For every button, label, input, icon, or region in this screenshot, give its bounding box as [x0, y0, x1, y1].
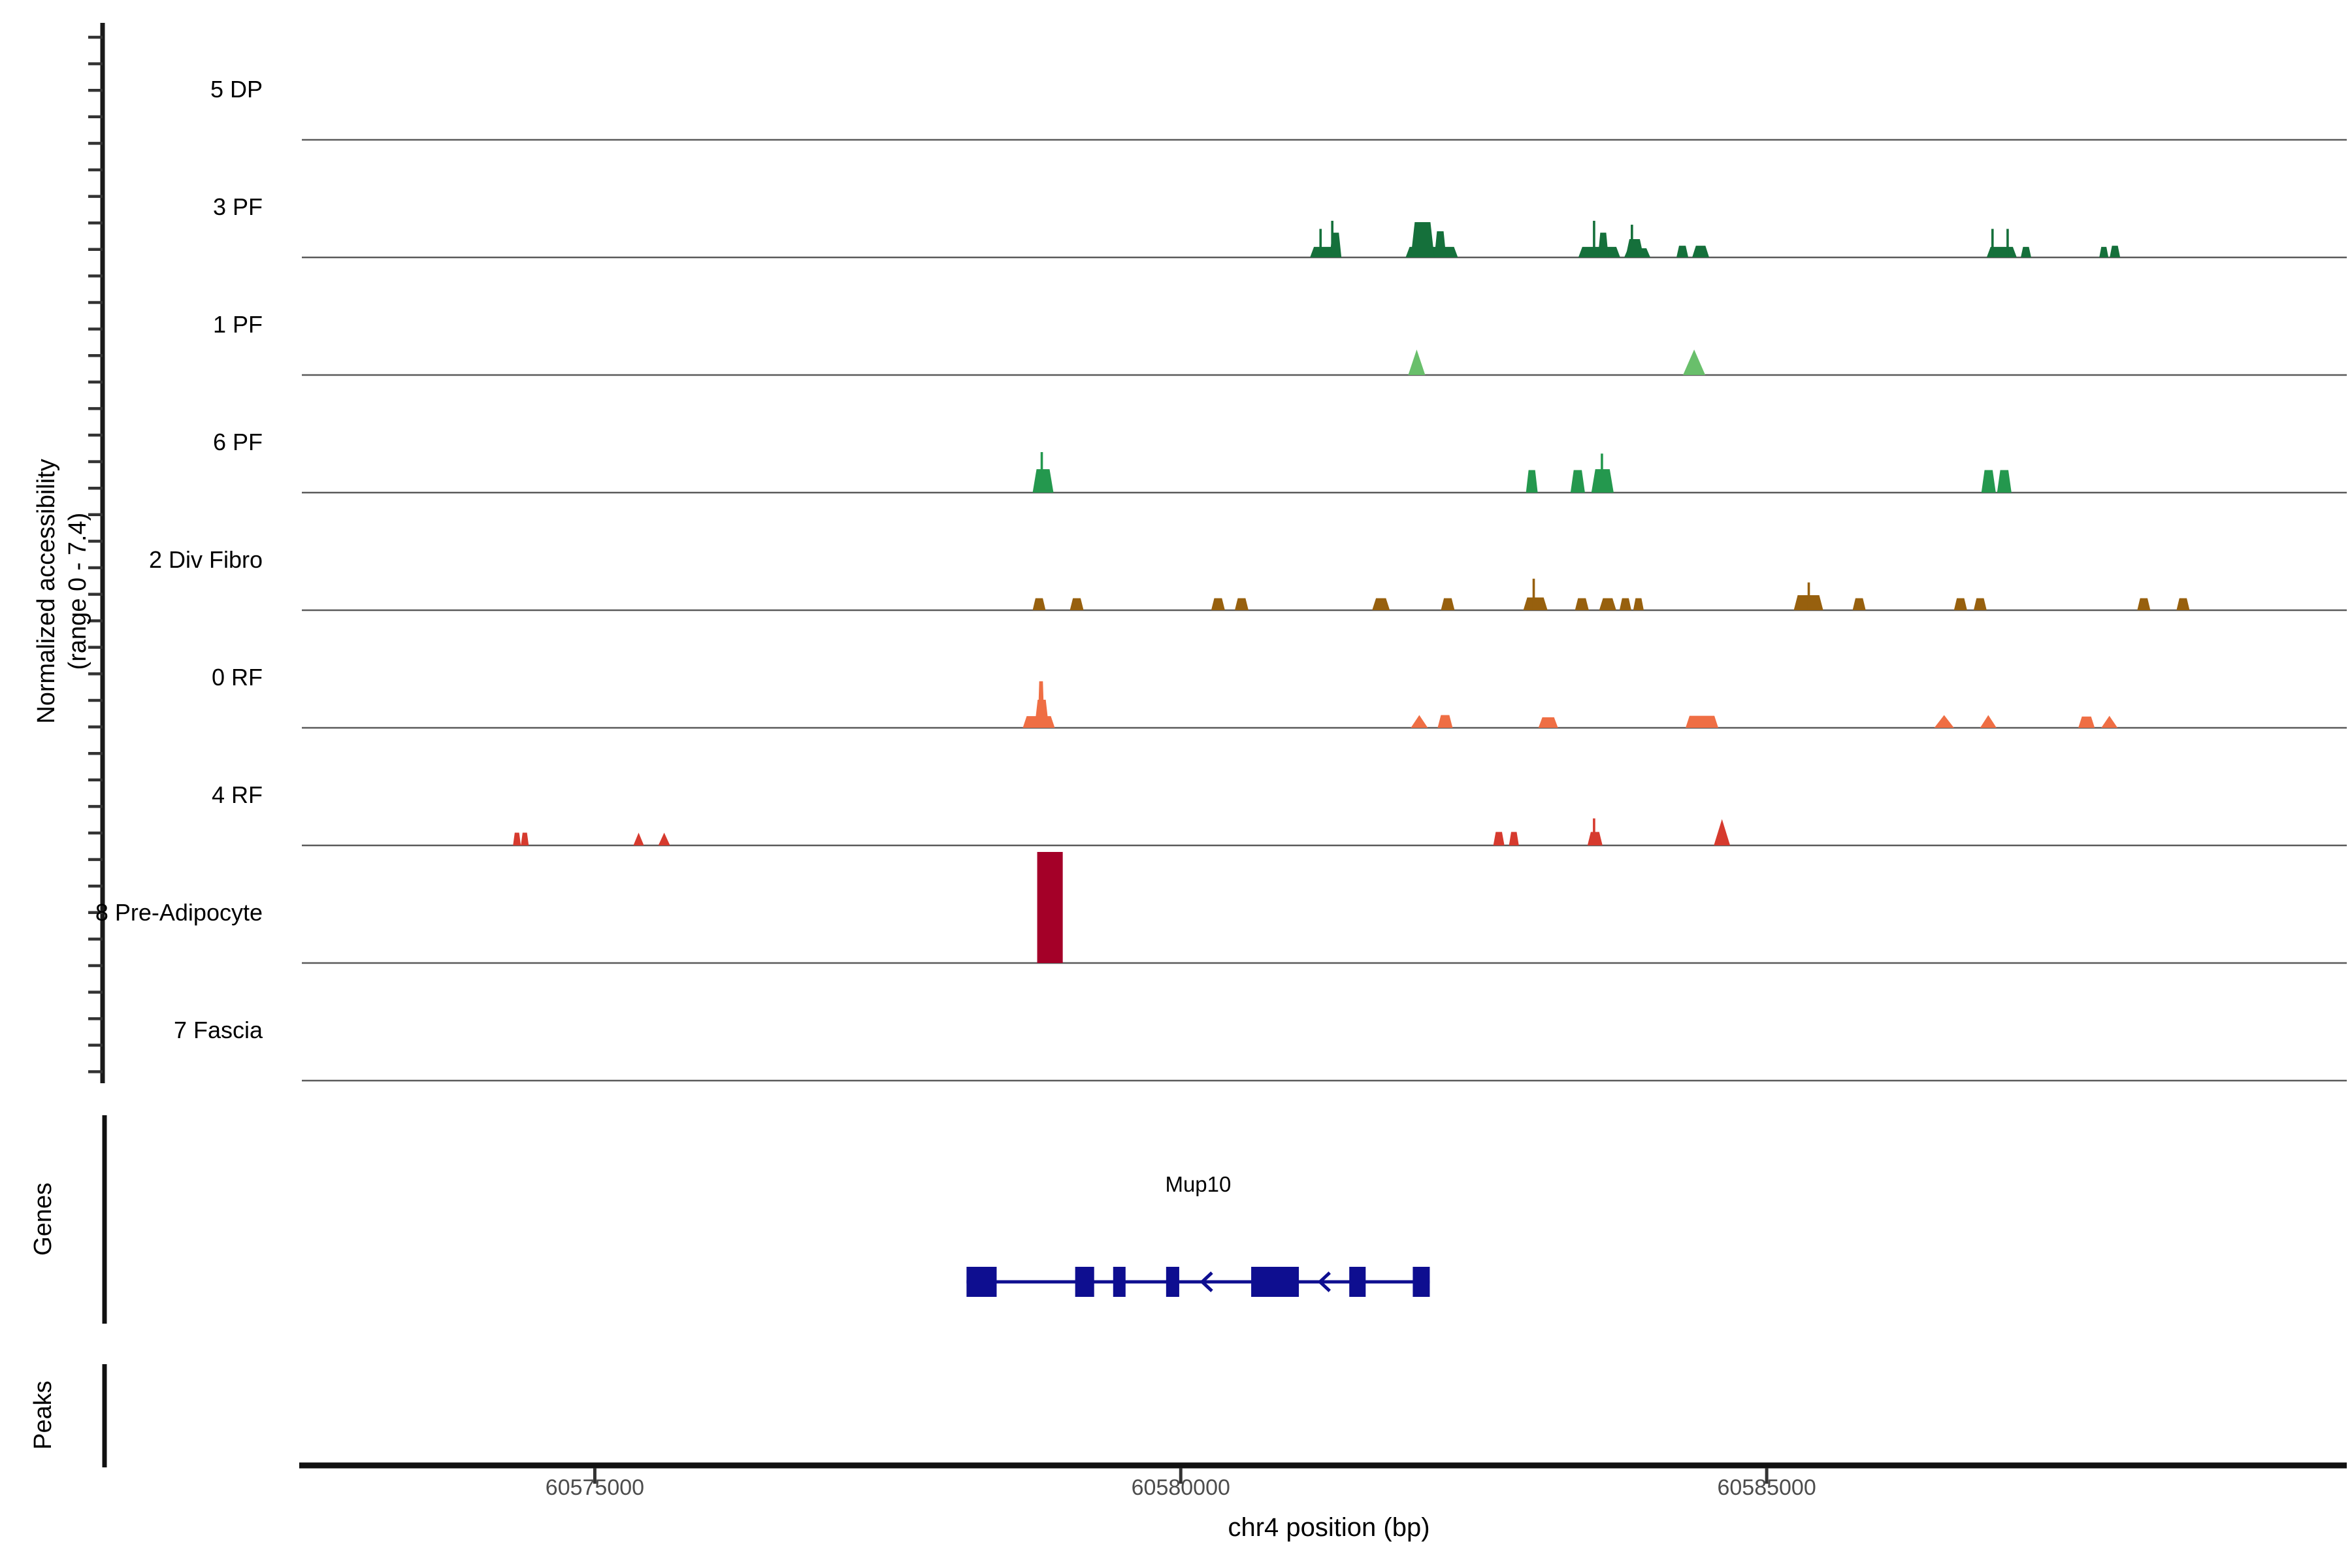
track-label-5dp: 5 DP: [210, 76, 263, 103]
y-axis-label-line2: (range 0 - 7.4): [64, 512, 91, 670]
track-label-8preadipocyte: 8 Pre-Adipocyte: [95, 899, 263, 926]
y-axis-label-line1: Normalized accessibility: [33, 459, 60, 724]
x-tick-label-60575000: 60575000: [545, 1475, 645, 1500]
track-label-1pf: 1 PF: [212, 311, 263, 338]
genes-section-label: Genes: [29, 1183, 57, 1256]
y-axis-label: Normalized accessibility (range 0 - 7.4): [31, 330, 93, 853]
x-axis-title: chr4 position (bp): [1228, 1513, 1430, 1542]
track-label-7fascia: 7 Fascia: [173, 1017, 263, 1043]
track-label-6pf: 6 PF: [212, 429, 263, 455]
track-label-2divfibro: 2 Div Fibro: [148, 546, 263, 573]
track-label-4rf: 4 RF: [211, 781, 263, 808]
track-label-0rf: 0 RF: [211, 664, 263, 691]
peaks-section-label: Peaks: [29, 1380, 57, 1450]
gene-name-mup10: Mup10: [1165, 1172, 1232, 1196]
track-label-3pf: 3 PF: [212, 193, 263, 220]
x-tick-label-60580000: 60580000: [1131, 1475, 1230, 1500]
x-tick-label-60585000: 60585000: [1717, 1475, 1816, 1500]
